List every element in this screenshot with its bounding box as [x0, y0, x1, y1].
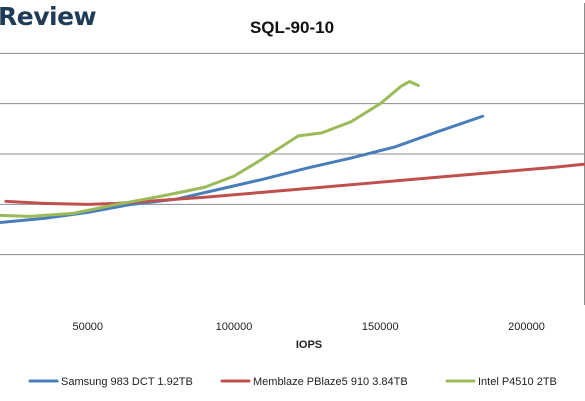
series-line-1: [4, 162, 585, 206]
legend-entry: Intel P4510 2TB: [478, 376, 557, 388]
series-line-0: [0, 114, 485, 224]
x-axis-label: IOPS: [296, 339, 322, 351]
chart-title: SQL-90-10: [250, 18, 334, 37]
legend-entry: Samsung 983 DCT 1.92TB: [61, 376, 193, 388]
x-tick-label: 50000: [72, 321, 103, 333]
x-tick-label: 200000: [508, 321, 545, 333]
x-axis-ticks: 50000 100000 150000 200000: [72, 321, 544, 333]
brand-logo-text: Review: [0, 2, 97, 31]
x-tick-label: 100000: [216, 321, 253, 333]
gridlines: [0, 3, 585, 305]
x-tick-label: 150000: [362, 321, 399, 333]
series-line-2: [0, 80, 420, 218]
series-lines: [0, 80, 585, 224]
legend-entry: Memblaze PBlaze5 910 3.84TB: [253, 376, 408, 388]
legend: Samsung 983 DCT 1.92TB Memblaze PBlaze5 9…: [28, 376, 557, 388]
